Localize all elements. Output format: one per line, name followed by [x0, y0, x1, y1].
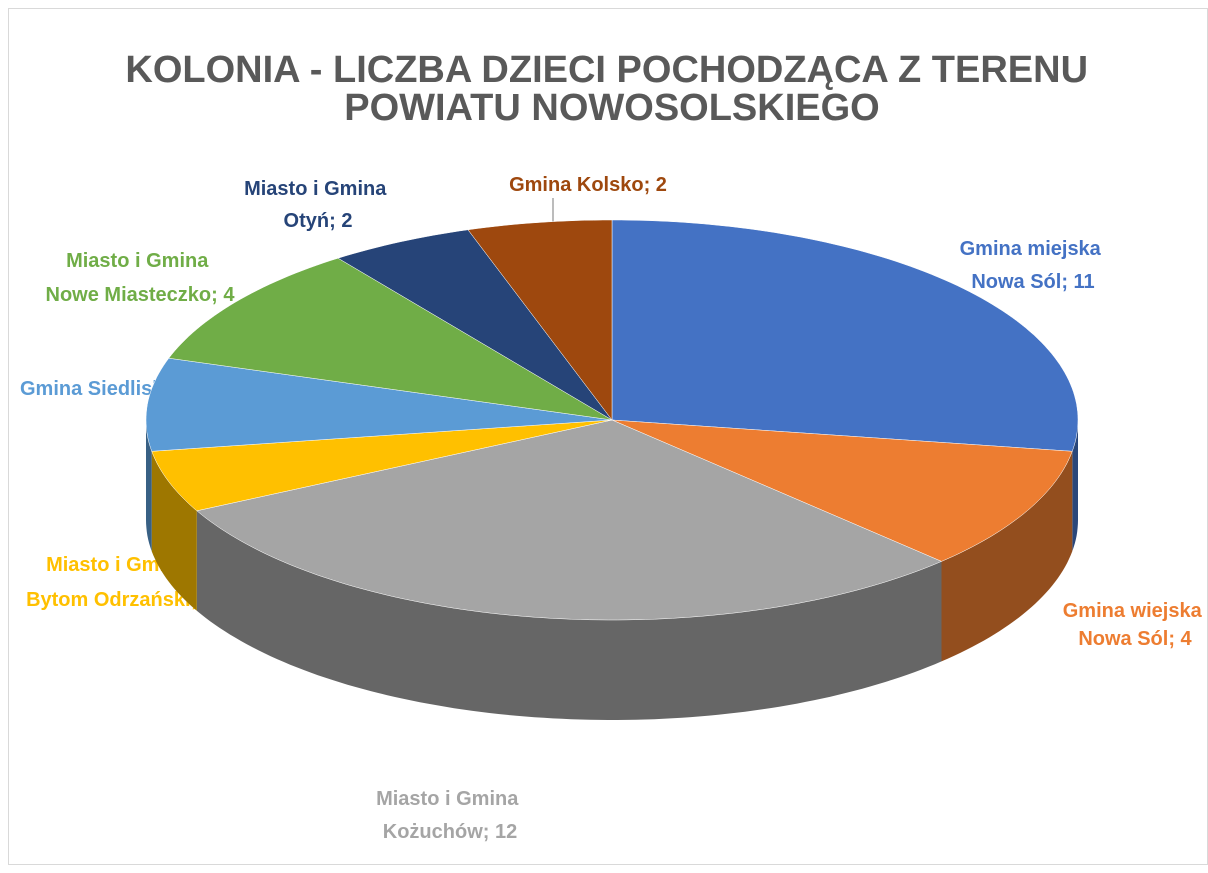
text-line: Miasto i Gmina: [66, 250, 214, 272]
slice: Gmina Siedlisko: [145, 357, 613, 452]
text-line: Miasto i Gmina: [244, 178, 392, 200]
data-label: Gmina wiejska Nowa Sól; 4: [1063, 600, 1208, 650]
text-line: Bytom Odrzański; 2: [26, 589, 214, 611]
text-line: Gmina Kolsko; 2: [509, 174, 667, 196]
slice-side: [1072, 420, 1078, 552]
text-line: POWIATU NOWOSOLSKIEGO: [344, 87, 880, 129]
slice-side: [941, 451, 1073, 662]
slice: Gmina Kolsko: [467, 219, 613, 421]
data-label: Miasto i Gmina Nowe Miasteczko; 4: [46, 250, 236, 306]
data-label: Gmina miejska Nowa Sól; 11: [960, 238, 1107, 293]
slice: Miasto i Gmina Nowe Miasteczko: [168, 257, 613, 421]
data-label: Gmina Kolsko; 2: [509, 174, 667, 196]
slice: Gmina miejska Nowa Sól: [611, 219, 1079, 452]
text-line: Otyń; 2: [284, 210, 353, 232]
data-label: Miasto i Gmina Otyń; 2: [244, 178, 392, 232]
slice-side: [151, 451, 197, 611]
slice-side: [196, 510, 942, 720]
data-label: Miasto i Gmina Kożuchów; 12: [376, 788, 524, 843]
text-line: Nowe Miasteczko; 4: [46, 284, 236, 306]
slice: Miasto i Gmina Kożuchów: [196, 419, 943, 621]
slice: Miasto i Gmina Bytom Odrzański: [151, 419, 613, 512]
chart-title: KOLONIA - LICZBA DZIECI POCHODZĄCA Z TER…: [125, 49, 1098, 129]
text-line: Gmina miejska: [960, 238, 1107, 260]
text-line: Gmina wiejska: [1063, 600, 1208, 622]
text-line: Nowa Sól; 11: [971, 271, 1094, 293]
text-line: Nowa Sól; 4: [1078, 628, 1192, 650]
text-line: Miasto i Gmina: [376, 788, 524, 810]
slice: Miasto i Gmina Otyń: [337, 229, 613, 421]
text-line: KOLONIA - LICZBA DZIECI POCHODZĄCA Z TER…: [125, 49, 1098, 91]
text-line: Kożuchów; 12: [383, 821, 517, 843]
slice-side: [146, 420, 152, 552]
slice: Gmina wiejska Nowa Sól: [611, 419, 1073, 562]
